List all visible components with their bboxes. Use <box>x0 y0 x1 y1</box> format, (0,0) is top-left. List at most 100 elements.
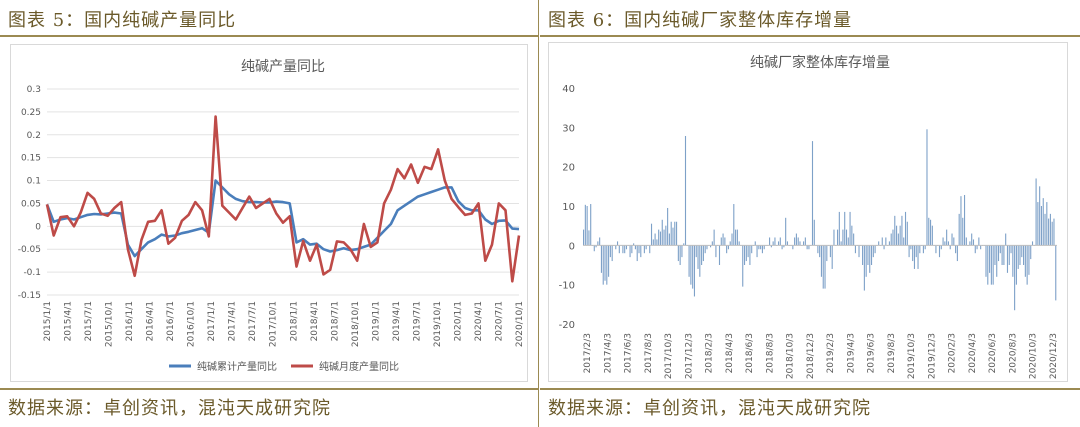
bar <box>1023 245 1025 265</box>
bar <box>649 245 651 254</box>
bar <box>724 237 726 246</box>
bar <box>606 245 608 285</box>
bar <box>711 241 713 246</box>
bar <box>845 229 848 246</box>
bar <box>1037 202 1039 246</box>
bar <box>924 245 926 250</box>
bar <box>629 245 631 258</box>
bar <box>616 241 619 246</box>
bar <box>763 245 765 250</box>
bar <box>1003 245 1005 265</box>
legend-item-monthly-label: 纯碱月度产量同比 <box>319 360 399 373</box>
y-tick-label: 10 <box>562 202 575 213</box>
x-tick-label: 2019/2/3 <box>826 333 836 373</box>
bar <box>883 245 885 250</box>
bar <box>681 245 683 258</box>
bar <box>881 237 883 246</box>
bar <box>774 237 776 246</box>
panel-divider <box>538 0 539 427</box>
bar <box>799 241 801 246</box>
x-tick-label: 2019/4/1 <box>392 301 402 341</box>
bar <box>1035 178 1037 246</box>
y-tick-label: 0.05 <box>21 199 41 209</box>
bar <box>847 237 849 246</box>
bar <box>769 237 771 246</box>
bar <box>761 245 763 254</box>
bar <box>994 245 996 265</box>
bar <box>1031 241 1034 246</box>
x-tick-label: 2019/1/1 <box>371 301 381 341</box>
bar <box>684 135 687 246</box>
bar <box>713 229 715 246</box>
bar <box>938 245 941 258</box>
bar <box>624 245 626 254</box>
x-tick-label: 2019/4/3 <box>846 333 856 373</box>
bar <box>701 245 703 265</box>
source-rule-right <box>540 388 1080 390</box>
y-tick-label: 20 <box>562 163 575 174</box>
bar <box>604 245 606 281</box>
y-tick-label: -20 <box>559 320 575 331</box>
x-tick-label: 2017/1/1 <box>207 301 217 341</box>
bar-chart-inventory-change: 纯碱厂家整体库存增量 -20 -10 0 10 20 30 40 2017/2/3 2017/4/… <box>559 54 1059 379</box>
x-tick-label: 2015/7/1 <box>84 301 94 341</box>
x-tick-label: 2016/10/1 <box>187 301 197 347</box>
y-tick-label: 0.15 <box>21 154 41 164</box>
bar <box>677 245 679 262</box>
bar <box>851 225 853 246</box>
bar <box>1001 245 1003 265</box>
bar <box>779 237 781 246</box>
bar <box>874 245 876 254</box>
figure-title-left: 图表 5：国内纯碱产量同比 <box>8 10 237 31</box>
bar <box>844 211 846 246</box>
bar <box>840 241 842 246</box>
bar <box>1042 198 1044 246</box>
bar <box>751 245 753 254</box>
x-tick-label: 2017/4/3 <box>603 333 613 373</box>
bar <box>736 229 738 246</box>
chart-frame-right: 纯碱厂家整体库存增量 -20 -10 0 10 20 30 40 2017/2/3 2017/4/… <box>548 42 1068 382</box>
x-tick-label: 2018/6/3 <box>745 333 755 373</box>
y-tick-label: 0.3 <box>27 85 41 95</box>
bar <box>819 245 821 258</box>
bar <box>965 237 967 246</box>
bar <box>792 245 794 250</box>
bar <box>777 241 780 246</box>
bar <box>618 245 620 254</box>
x-tick-label: 2018/1/1 <box>289 301 299 341</box>
bar <box>1055 245 1057 301</box>
bar <box>922 245 924 254</box>
chart-frame-left: 纯碱产量同比 -0.15 -0.1 -0.05 0 0.05 0.1 0.15 0.2 0.25 0… <box>10 44 528 382</box>
x-tick-label: 2017/7/1 <box>248 301 258 341</box>
bar <box>654 233 656 246</box>
bar <box>631 245 633 254</box>
bar <box>665 225 667 246</box>
bar <box>727 245 729 250</box>
bar <box>904 211 907 246</box>
bar <box>643 245 645 254</box>
x-tick-label: 2020/6/3 <box>988 333 998 373</box>
bar <box>668 233 670 246</box>
bar <box>633 243 635 246</box>
bar <box>645 245 647 250</box>
bar <box>831 245 833 269</box>
bar <box>781 245 783 250</box>
x-tick-label: 2017/8/3 <box>644 333 654 373</box>
bar <box>919 245 921 254</box>
bar <box>878 241 880 246</box>
x-tick-label: 2018/10/1 <box>351 301 361 347</box>
bar <box>894 215 896 246</box>
bar <box>903 237 905 246</box>
bar <box>722 233 724 246</box>
y-tick-label: 0 <box>569 241 575 252</box>
bar <box>693 245 696 297</box>
bar <box>985 245 987 277</box>
bar <box>917 245 919 269</box>
bar <box>951 233 953 246</box>
bar <box>625 245 628 250</box>
bar <box>870 245 873 265</box>
bar <box>1008 245 1010 265</box>
bar <box>1046 202 1048 246</box>
bar <box>758 245 760 250</box>
bar <box>849 211 851 246</box>
